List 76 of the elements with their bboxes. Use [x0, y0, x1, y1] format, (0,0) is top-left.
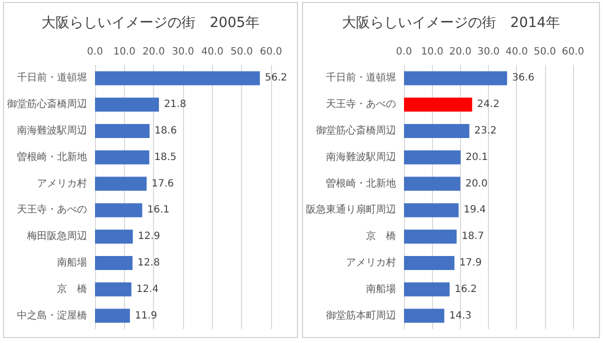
- data-label: 21.8: [164, 99, 186, 110]
- bar: [404, 124, 470, 138]
- bar: [95, 256, 133, 270]
- x-tick-label: 20.0: [449, 46, 472, 58]
- x-tick-label: 20.0: [142, 46, 165, 58]
- bar: [404, 256, 454, 270]
- data-label: 12.8: [138, 258, 160, 268]
- data-label: 12.9: [138, 231, 160, 242]
- bar: [95, 308, 130, 323]
- y-tick-label: 南船場: [57, 256, 87, 268]
- bar: [95, 150, 150, 164]
- y-tick-label: 曽根崎・北新地: [17, 150, 87, 163]
- x-tick-label: 30.0: [477, 46, 500, 58]
- bar: [404, 71, 508, 86]
- data-label: 23.2: [474, 126, 497, 136]
- x-tick-label: 0.0: [87, 46, 103, 58]
- x-tick-label: 30.0: [172, 46, 194, 58]
- y-tick-label: 中之島・淀屋橋: [17, 309, 87, 322]
- data-label: 11.9: [134, 310, 158, 322]
- y-tick-label: 千日前・道頓堀: [17, 72, 87, 84]
- bar: [95, 176, 147, 191]
- data-label: 20.0: [465, 178, 488, 190]
- y-tick-label: 御堂筋本町周辺: [326, 309, 396, 322]
- x-tick-label: 40.0: [201, 46, 224, 58]
- y-tick-label: 梅田阪急周辺: [26, 230, 87, 242]
- bar: [95, 230, 133, 244]
- y-tick-label: 天王寺・あべの: [326, 98, 396, 110]
- data-label: 24.2: [477, 99, 500, 110]
- y-tick-label: 南海難波駅周辺: [326, 150, 396, 163]
- y-tick-label: アメリカ村: [346, 256, 396, 268]
- y-tick-label: 南海難波駅周辺: [17, 124, 87, 136]
- data-label: 14.3: [449, 310, 472, 322]
- bar: [404, 203, 459, 218]
- data-label: 17.6: [152, 178, 174, 190]
- x-tick-label: 10.0: [113, 46, 136, 58]
- bar: [95, 98, 159, 112]
- y-tick-label: 曽根崎・北新地: [326, 177, 396, 190]
- data-label: 36.6: [512, 72, 534, 84]
- x-tick-label: 60.0: [260, 46, 282, 58]
- chart-title: 大阪らしいイメージの街 2014年: [342, 15, 560, 31]
- data-label: 56.2: [264, 72, 288, 84]
- bar: [404, 308, 444, 323]
- bar: [95, 203, 142, 218]
- y-tick-label: 御堂筋心斎橋周辺: [7, 98, 87, 110]
- y-tick-label: 千日前・道頓堀: [326, 72, 396, 84]
- data-label: 18.5: [154, 152, 177, 163]
- bar: [404, 176, 460, 191]
- y-tick-label: 南船場: [366, 282, 396, 295]
- bar: [95, 71, 260, 86]
- bar: [95, 124, 150, 138]
- bar: [404, 98, 472, 112]
- data-label: 18.7: [462, 231, 484, 242]
- bar: [404, 150, 461, 164]
- x-tick-label: 0.0: [396, 46, 412, 58]
- x-tick-label: 50.0: [534, 46, 556, 58]
- y-tick-label: 御堂筋心斎橋周辺: [316, 124, 396, 136]
- y-tick-label: 京 橋: [366, 230, 396, 242]
- data-label: 17.9: [459, 258, 482, 268]
- x-tick-label: 10.0: [421, 46, 444, 58]
- x-tick-label: 60.0: [562, 46, 584, 58]
- x-tick-label: 50.0: [230, 46, 253, 58]
- data-label: 18.6: [154, 126, 177, 136]
- y-tick-label: 天王寺・あべの: [17, 204, 87, 216]
- bar: [404, 282, 450, 296]
- chart-title: 大阪らしいイメージの街 2005年: [42, 15, 260, 31]
- x-tick-label: 40.0: [506, 46, 528, 58]
- data-label: 12.4: [136, 284, 159, 295]
- bar: [404, 230, 457, 244]
- data-label: 16.1: [147, 204, 170, 216]
- y-tick-label: 阪急東通り扇町周辺: [306, 204, 396, 216]
- y-tick-label: 京 橋: [57, 282, 87, 295]
- bar: [95, 282, 132, 296]
- data-label: 16.2: [454, 284, 477, 295]
- data-label: 19.4: [464, 204, 486, 216]
- y-tick-label: アメリカ村: [37, 177, 87, 190]
- data-label: 20.1: [466, 152, 488, 163]
